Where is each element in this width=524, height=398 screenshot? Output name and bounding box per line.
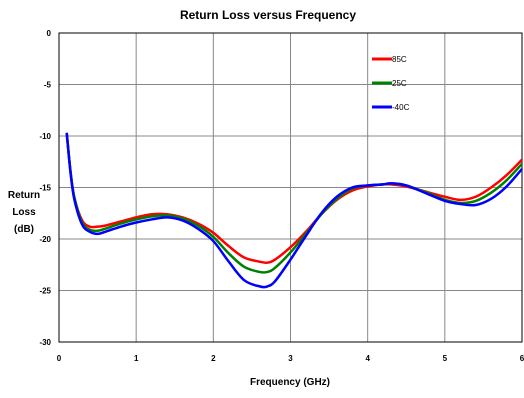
y-axis-label-line: (dB) (14, 224, 34, 235)
chart-title: Return Loss versus Frequency (180, 8, 356, 22)
x-axis-label: Frequency (GHz) (250, 377, 330, 388)
legend-label: -40C (392, 103, 410, 112)
x-tick-label: 6 (520, 354, 524, 363)
y-tick-label: -25 (39, 287, 51, 296)
legend-label: 25C (392, 79, 407, 88)
legend-label: 85C (392, 55, 407, 64)
axis-ticks: 0 1 2 3 4 5 6 0 -5 -10 -15 -20 -25 -30 (39, 29, 524, 363)
series-line-40c (65, 132, 523, 289)
y-tick-label: -30 (39, 338, 51, 347)
x-tick-label: 0 (57, 354, 62, 363)
x-tick-label: 5 (443, 354, 448, 363)
grid (58, 32, 523, 343)
y-axis-label: Return Loss (dB) (8, 190, 40, 235)
y-axis-label-line: Loss (12, 207, 36, 218)
y-tick-label: -20 (39, 235, 51, 244)
x-tick-label: 4 (365, 354, 370, 363)
x-tick-label: 3 (288, 354, 293, 363)
y-tick-label: -15 (39, 184, 51, 193)
plot-area (58, 32, 523, 343)
x-tick-label: 1 (134, 354, 139, 363)
x-tick-label: 2 (211, 354, 216, 363)
series-line-85c (65, 132, 523, 265)
y-axis-label-line: Return (8, 190, 40, 201)
y-tick-label: -5 (44, 81, 52, 90)
series-lines (65, 132, 523, 289)
y-tick-label: 0 (47, 29, 52, 38)
y-tick-label: -10 (39, 132, 51, 141)
legend: 85C 25C -40C (372, 55, 410, 112)
